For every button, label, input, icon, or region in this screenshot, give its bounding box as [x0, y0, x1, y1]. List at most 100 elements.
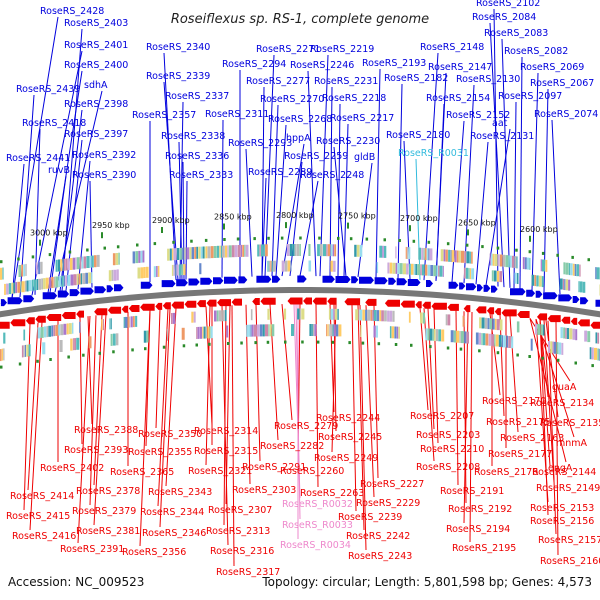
gene-label: RoseRS_2245 [318, 432, 382, 443]
track-dot [446, 346, 450, 350]
cog-stripe [63, 258, 66, 271]
cog-stripe [379, 310, 382, 322]
cog-stripe [43, 278, 46, 290]
cog-stripe [314, 324, 317, 337]
label-connector [261, 177, 267, 277]
cog-stripe [291, 324, 295, 336]
cog-stripe [441, 329, 445, 342]
cog-stripe [408, 247, 411, 260]
cog-stripe [290, 260, 292, 272]
cog-stripe [256, 324, 260, 337]
cog-stripe [516, 256, 518, 269]
track-dot [429, 345, 432, 349]
cog-stripe [58, 276, 62, 287]
cog-stripe [75, 257, 77, 270]
cog-stripe [468, 268, 470, 280]
track-dot [162, 345, 166, 349]
gene-arrow [535, 290, 543, 298]
cog-stripe [492, 253, 495, 266]
cog-stripe [176, 264, 179, 276]
track-dot [361, 341, 365, 345]
gene-label: RoseRS_2439 [16, 84, 80, 95]
cog-stripe [563, 262, 566, 275]
cog-stripe [207, 326, 210, 339]
cog-stripe [516, 273, 519, 284]
gene-label: RoseRS_2271 [256, 44, 320, 55]
gene-arrow [463, 305, 471, 313]
cog-stripe [465, 267, 469, 279]
gene-label: RoseRS_R0032 [282, 499, 353, 510]
gene-label: RoseRS_2379 [72, 506, 136, 517]
label-connector [299, 180, 319, 277]
cog-stripe [453, 330, 456, 343]
track-dot [18, 362, 22, 366]
track-dot [82, 353, 85, 357]
gene-arrow [415, 301, 422, 309]
gene-arrow [46, 314, 62, 321]
cog-stripe [289, 244, 293, 256]
cog-stripe [73, 274, 77, 286]
track-dot [284, 340, 287, 344]
cog-stripe [145, 266, 149, 278]
cog-stripe [578, 281, 580, 293]
gene-label: RoseRS_2415 [6, 511, 70, 522]
cog-stripe [17, 281, 21, 293]
cog-stripe [379, 245, 383, 258]
cog-stripe [72, 322, 74, 334]
cog-stripe [48, 325, 52, 337]
track-dot [280, 236, 284, 240]
cog-stripe [421, 247, 424, 260]
cog-stripe [451, 250, 455, 263]
gene-arrow [94, 286, 107, 294]
gene-label: RoseRS_2156 [530, 516, 594, 527]
cog-stripe [197, 326, 199, 339]
cog-stripe [250, 324, 252, 337]
cog-stripe [531, 274, 535, 286]
cog-stripe [537, 323, 541, 335]
gene-label: RoseRS_2152 [446, 110, 510, 121]
cog-stripe [194, 246, 197, 259]
cog-stripe [63, 323, 67, 335]
gene-arrow [537, 313, 548, 321]
gene-label: gldB [354, 152, 375, 163]
cog-stripe [308, 260, 312, 272]
cog-stripe [471, 268, 475, 280]
cog-stripe [420, 264, 422, 276]
cog-stripe [450, 250, 452, 262]
cog-stripe [491, 334, 495, 347]
cog-stripe [76, 273, 79, 285]
cog-stripe [63, 275, 65, 287]
cog-stripe [20, 281, 22, 293]
cog-stripe [83, 256, 87, 269]
cog-stripe [211, 326, 213, 339]
cog-stripe [447, 314, 451, 326]
cog-stripe [301, 308, 305, 320]
cog-stripe [440, 249, 444, 262]
cog-stripe [568, 279, 571, 291]
cog-stripe [376, 325, 378, 338]
gene-arrow [206, 299, 217, 307]
gene-arrow [35, 315, 46, 323]
cog-stripe [174, 264, 177, 276]
genome-summary-text: Topology: circular; Length: 5,801,598 bp… [261, 575, 592, 589]
gene-label: RoseRS_2083 [484, 28, 548, 39]
cog-stripe [529, 257, 531, 270]
cog-stripe [88, 336, 92, 349]
gene-label: RoseRS_2393 [64, 445, 128, 456]
cog-stripe [454, 250, 457, 263]
cog-stripe [560, 327, 563, 339]
cog-stripe [191, 311, 194, 323]
gene-label: RoseRS_2317 [216, 567, 280, 578]
track-dot [478, 349, 481, 353]
track-dot [31, 255, 35, 259]
label-connector [493, 8, 499, 287]
cog-stripe [216, 310, 219, 322]
gene-arrow [359, 276, 374, 284]
cog-stripe [424, 248, 427, 261]
cog-stripe [389, 326, 392, 339]
gene-arrow [572, 296, 580, 303]
gene-label: RoseRS_2337 [165, 91, 229, 102]
gene-label: RoseRS_2097 [498, 91, 562, 102]
cog-stripe [506, 335, 508, 348]
cog-stripe [428, 248, 430, 261]
